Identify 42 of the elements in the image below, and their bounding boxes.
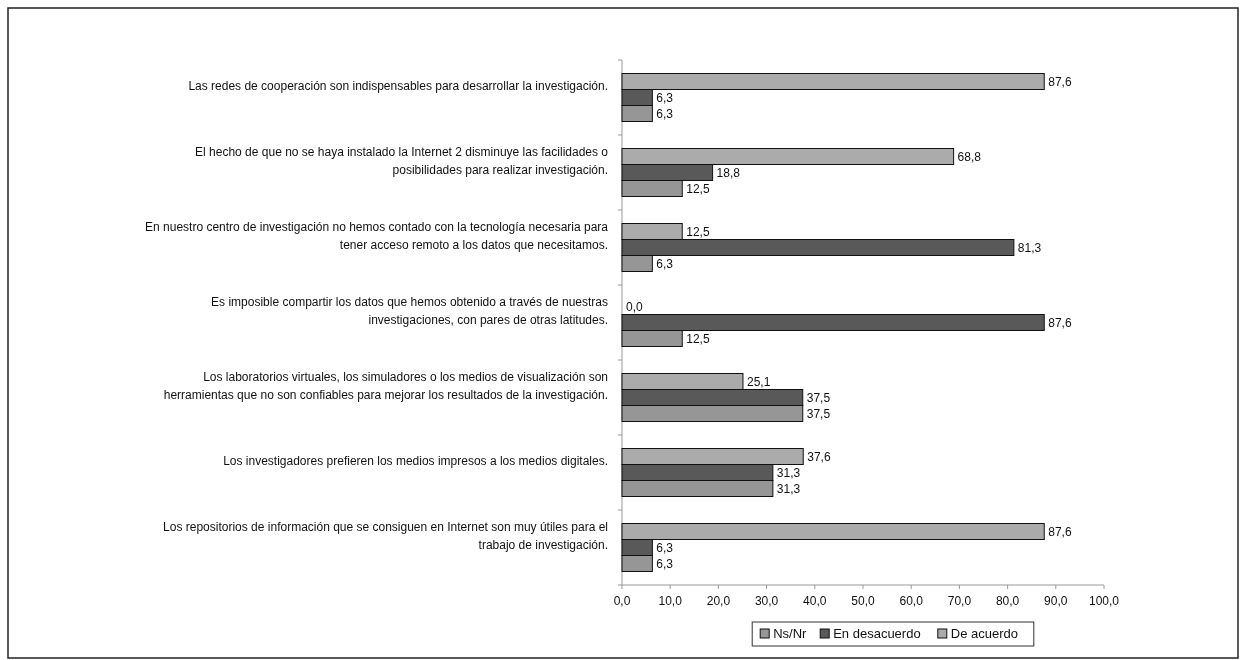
x-tick-label: 50,0 [851,594,875,608]
data-label: 12,5 [686,331,710,346]
data-label: 81,3 [1017,240,1042,255]
data-label: 37,6 [807,449,831,464]
data-label: 87,6 [1048,315,1072,330]
legend-label: De acuerdo [950,626,1019,641]
data-label: 87,6 [1048,74,1072,89]
y-tick-label: Los repositorios de información que se consiguen en Internet son muy útiles para el trabajo de investigación. [163,519,608,552]
x-tick-label: 60,0 [899,594,924,608]
data-label: 6,3 [656,90,674,105]
data-label: 12,5 [686,224,710,239]
y-tick-label: Es imposible compartir los datos que hemos obtenido a través de nuestras investigaciones, con pares de otras latitudes. [211,294,608,327]
data-label: 68,8 [957,149,982,164]
x-tick-label: 90,0 [1044,594,1068,608]
x-tick-label: 70,0 [947,594,972,608]
data-label: 31,3 [776,465,801,480]
y-tick-label: Los investigadores prefieren los medios impresos a los medios digitales. [223,453,608,468]
data-label: 6,3 [656,540,674,555]
y-tick-label: Los laboratorios virtuales, los simuladores o los medios de visualización son herramientas que no son confiables para mejorar los resultados de la investigación. [163,369,608,402]
data-label: 6,3 [656,106,674,121]
data-label: 31,3 [776,481,801,496]
x-tick-label: 0,0 [613,594,631,608]
data-label: 6,3 [656,556,674,571]
data-label: 0,0 [626,299,644,314]
x-tick-label: 10,0 [658,594,683,608]
legend-label: En desacuerdo [833,626,921,641]
y-tick-label: En nuestro centro de investigación no hemos contado con la tecnología necesaria para tener acceso remoto a los datos que necesitamos. [145,219,609,252]
x-tick-label: 80,0 [995,594,1020,608]
data-label: 12,5 [686,181,710,196]
x-tick-label: 30,0 [754,594,779,608]
y-tick-label: El hecho de que no se haya instalado la Internet 2 disminuye las facilidades o posibilidades para realizar investigación. [195,144,609,177]
legend-label: Ns/Nr [773,626,808,641]
data-label: 18,8 [716,165,741,180]
data-label: 37,5 [806,390,831,405]
x-tick-label: 100,0 [1088,594,1120,608]
data-label: 6,3 [656,256,674,271]
y-tick-label: Las redes de cooperación son indispensables para desarrollar la investigación. [188,78,608,93]
x-tick-label: 20,0 [706,594,731,608]
data-label: 37,5 [806,406,831,421]
data-label: 87,6 [1048,524,1072,539]
data-label: 25,1 [746,374,771,389]
x-tick-label: 40,0 [803,594,827,608]
